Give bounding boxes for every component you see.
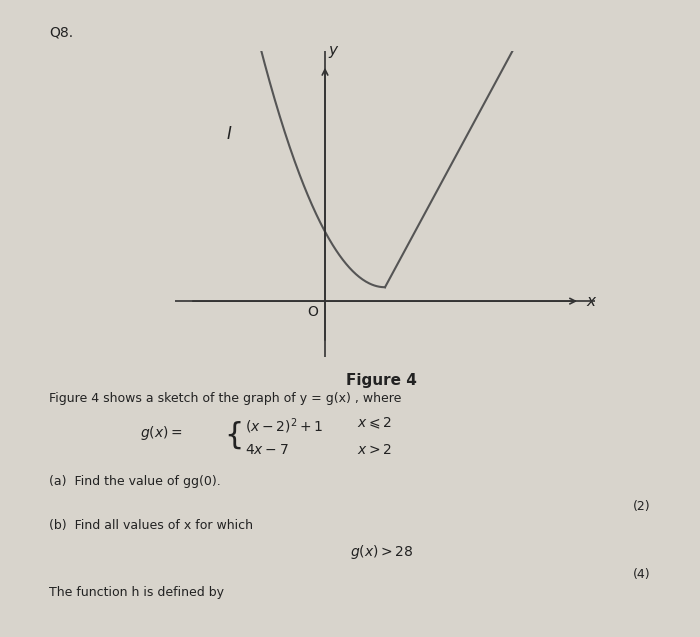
Text: (a)  Find the value of gg(0).: (a) Find the value of gg(0). [49,475,220,487]
Text: (b)  Find all values of x for which: (b) Find all values of x for which [49,519,253,532]
Text: I: I [227,125,232,143]
Text: Figure 4: Figure 4 [346,373,417,388]
Text: The function h is defined by: The function h is defined by [49,586,224,599]
Text: $g(x) =$: $g(x) =$ [140,424,183,441]
Text: O: O [307,305,318,319]
Text: $(x-2)^{2}+1$: $(x-2)^{2}+1$ [245,416,323,436]
Text: $g(x) > 28$: $g(x) > 28$ [350,543,413,561]
Text: $4x - 7$: $4x - 7$ [245,443,288,457]
Text: x: x [586,294,595,309]
Text: Figure 4 shows a sketch of the graph of y = g(x) , where: Figure 4 shows a sketch of the graph of … [49,392,401,404]
Text: (2): (2) [634,500,651,513]
Text: $x > 2$: $x > 2$ [357,443,392,457]
Text: $x \leqslant 2$: $x \leqslant 2$ [357,416,392,431]
Text: (4): (4) [634,568,651,581]
Text: y: y [328,43,337,58]
Text: Q8.: Q8. [49,25,73,39]
Text: {: { [224,420,244,450]
